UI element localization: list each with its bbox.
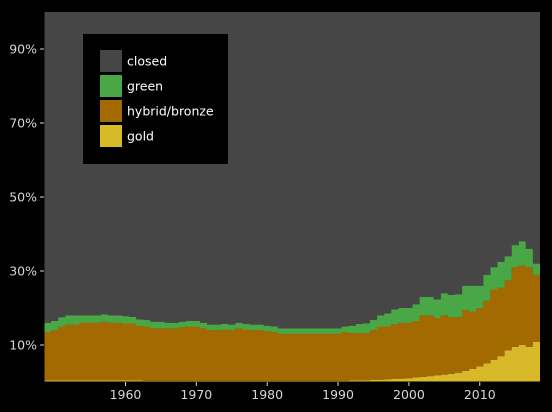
legend-label-hybrid-bronze: hybrid/bronze [127, 104, 214, 119]
legend-label-green: green [127, 79, 163, 94]
x-tick-label: 1980 [251, 387, 283, 402]
legend-label-closed: closed [127, 54, 167, 69]
area-green [44, 241, 540, 334]
y-tick-label: 70% [9, 116, 37, 131]
legend-swatch-green [100, 75, 122, 97]
y-tick-label: 50% [9, 190, 37, 205]
x-axis-ticks: 1960 1970 1980 1990 2000 2010 [110, 382, 496, 402]
legend-swatch-closed [100, 50, 122, 72]
y-axis-ticks: 10% 30% 50% 70% 90% [9, 42, 44, 353]
area-gold [44, 342, 540, 382]
legend-swatch-hybrid-bronze [100, 100, 122, 122]
legend-label-gold: gold [127, 129, 154, 144]
x-tick-label: 2000 [393, 387, 425, 402]
y-tick-label: 90% [9, 42, 37, 57]
legend: closed green hybrid/bronze gold [83, 34, 228, 164]
x-tick-label: 2010 [464, 387, 496, 402]
y-tick-label: 30% [9, 264, 37, 279]
area-hybrid-bronze [44, 265, 540, 381]
x-tick-label: 1990 [322, 387, 354, 402]
x-tick-label: 1970 [180, 387, 212, 402]
legend-swatch-gold [100, 125, 122, 147]
x-tick-label: 1960 [110, 387, 142, 402]
y-tick-label: 10% [9, 338, 37, 353]
